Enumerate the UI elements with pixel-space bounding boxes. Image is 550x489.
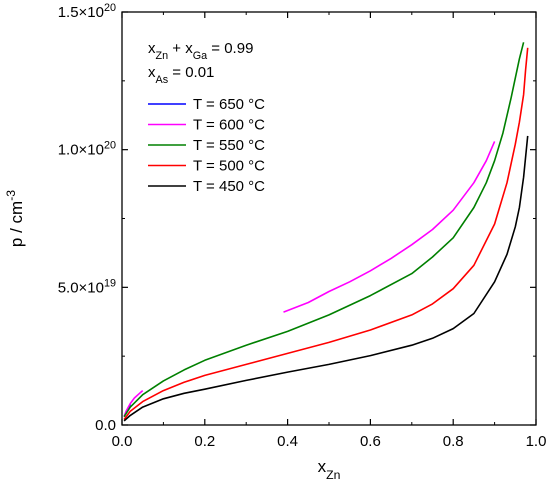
annotation-line-2: xAs = 0.01 (148, 64, 214, 86)
y-tick-label: 1.0×1020 (58, 140, 116, 159)
x-tick-label: 0.2 (194, 433, 215, 450)
legend-label-2: T = 550 °C (193, 137, 265, 154)
x-tick-label: 0.4 (277, 433, 298, 450)
legend: T = 650 °C T = 600 °C T = 550 °C T = 500 °C… (148, 96, 265, 195)
y-axis-label: p / cm-3 (4, 190, 26, 247)
x-axis-label: xZn (318, 457, 341, 482)
series-line-1-seg0 (123, 389, 144, 417)
legend-label-1: T = 600 °C (193, 117, 265, 134)
legend-label-0: T = 650 °C (193, 96, 265, 113)
axis-labels: xZn p / cm-3 (4, 190, 341, 482)
series-line-2 (123, 42, 525, 418)
x-tick-label: 0.0 (112, 433, 133, 450)
legend-label-3: T = 500 °C (193, 158, 265, 175)
series-line-4 (123, 135, 529, 422)
y-tick-label: 1.5×1020 (58, 2, 116, 21)
annotation-line-1: xZn + xGa = 0.99 (148, 40, 253, 62)
y-tick-label: 0.0 (95, 417, 116, 434)
series-line-3 (123, 47, 529, 420)
x-tick-label: 0.6 (360, 433, 381, 450)
y-tick-label: 5.0×1019 (58, 277, 116, 296)
ticks-layer: 0.0 0.2 0.4 0.6 0.8 1.0 0.0 5.0×1019 1.0×1020 1.5… (58, 2, 547, 450)
x-tick-label: 0.8 (443, 433, 464, 450)
series-line-1-seg1 (283, 141, 496, 313)
series-layer (123, 42, 529, 422)
x-tick-label: 1.0 (526, 433, 547, 450)
legend-label-4: T = 450 °C (193, 178, 265, 195)
